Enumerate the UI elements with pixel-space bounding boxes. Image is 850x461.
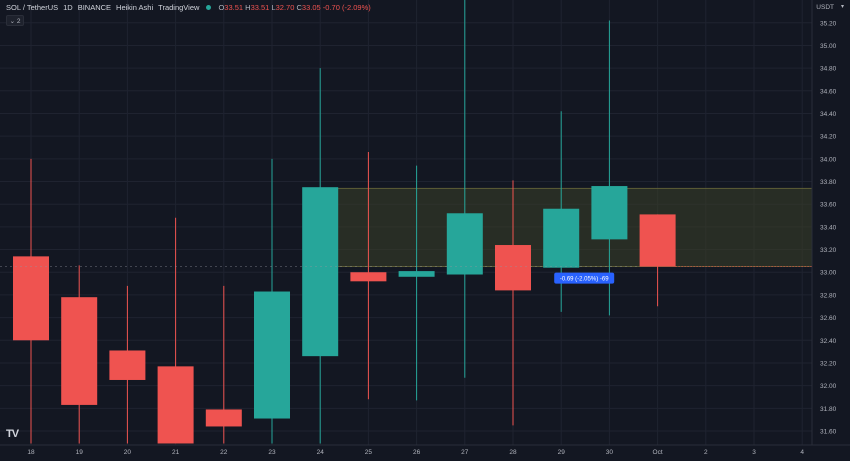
candle-body: [543, 208, 580, 268]
candle-body: [61, 297, 98, 405]
y-tick-label: 34.60: [820, 88, 837, 95]
x-tick-label: 28: [509, 449, 517, 456]
candle-20: [109, 285, 146, 444]
y-tick-label: 34.40: [820, 111, 837, 118]
y-tick-label: 32.00: [820, 383, 837, 390]
candle-26: [398, 165, 435, 401]
y-tick-label: 33.40: [820, 224, 837, 231]
close-value: 33.05: [301, 3, 321, 12]
x-tick-label: 25: [365, 449, 373, 456]
y-tick-label: 34.20: [820, 134, 837, 141]
open-value: 33.51: [224, 3, 244, 12]
tradingview-logo[interactable]: TV: [6, 428, 19, 440]
price-axis[interactable]: 31.60 31.80 32.00 32.20 32.40 32.60 32.80 33.00…: [811, 0, 850, 461]
price-axis-bg: [812, 0, 850, 461]
y-tick-label: 33.20: [820, 247, 837, 254]
candle-body: [350, 272, 387, 282]
candle-body: [446, 213, 483, 275]
y-tick-label: 33.00: [820, 270, 837, 277]
candle-body: [205, 409, 242, 427]
y-tick-label: 35.00: [820, 43, 837, 50]
chevron-down-icon[interactable]: ▾: [840, 4, 844, 10]
x-tick-label: Oct: [653, 449, 663, 456]
candles-layer: [13, 0, 676, 444]
change-value: -0.70 (-2.09%): [322, 3, 371, 12]
candle-body: [109, 350, 146, 380]
y-tick-label: 34.80: [820, 66, 837, 73]
x-tick-label: 23: [268, 449, 276, 456]
interval-label[interactable]: 1D: [63, 3, 73, 12]
ohlc-values: O33.51 H33.51 L32.70 C33.05 -0.70 (-2.09…: [218, 3, 371, 12]
candle-19: [61, 265, 98, 444]
candle-body: [639, 214, 676, 267]
candle-21: [157, 217, 194, 444]
y-tick-label: 33.80: [820, 179, 837, 186]
candle-29: [543, 111, 580, 312]
y-tick-label: 31.80: [820, 406, 837, 413]
candle-body: [13, 256, 49, 341]
x-tick-label: 18: [27, 449, 35, 456]
x-tick-label: 30: [606, 449, 614, 456]
candle-18: [13, 158, 49, 444]
x-tick-label: 29: [558, 449, 566, 456]
candle-body: [591, 186, 628, 240]
x-tick-label: 19: [76, 449, 84, 456]
y-tick-label: 32.60: [820, 315, 837, 322]
x-tick-label: 2: [704, 449, 708, 456]
y-tick-label: 32.20: [820, 360, 837, 367]
candle-body: [495, 245, 531, 291]
price-scale-currency[interactable]: USDT: [816, 4, 834, 11]
x-tick-label: 4: [800, 449, 804, 456]
platform-label: TradingView: [158, 3, 200, 12]
candle-body: [254, 291, 290, 419]
x-tick-label: 27: [461, 449, 469, 456]
candle-22: [205, 285, 242, 444]
candle-25: [350, 152, 387, 400]
indicators-toggle-button[interactable]: ⌄ 2: [6, 15, 24, 26]
y-tick-label: 32.80: [820, 292, 837, 299]
y-tick-label: 33.60: [820, 202, 837, 209]
x-tick-label: 20: [124, 449, 132, 456]
time-axis[interactable]: 18 19 20 21 22 23 24 25 26 27 28 29 30 Oct 2 3 4: [0, 444, 850, 456]
candle-body: [302, 187, 339, 357]
candle-27: [446, 0, 483, 378]
y-tick-label: 31.60: [820, 429, 837, 436]
x-tick-label: 26: [413, 449, 421, 456]
candle-Oct: [639, 214, 676, 307]
exchange-label: BINANCE: [77, 3, 112, 12]
y-tick-label: 34.00: [820, 156, 837, 163]
chart-legend: SOL / TetherUS 1D BINANCE Heikin Ashi Tr…: [6, 3, 371, 12]
market-status-icon: [206, 5, 212, 10]
high-value: 33.51: [250, 3, 270, 12]
x-tick-label: 24: [317, 449, 325, 456]
candle-23: [254, 158, 290, 444]
candle-28: [495, 180, 531, 426]
y-tick-label: 32.40: [820, 338, 837, 345]
y-tick-label: 35.20: [820, 20, 837, 27]
candle-30: [591, 20, 628, 316]
x-tick-label: 3: [752, 449, 756, 456]
low-value: 32.70: [275, 3, 295, 12]
candle-24: [302, 68, 339, 444]
candle-body: [398, 271, 435, 277]
chart-style-label: Heikin Ashi: [116, 3, 154, 12]
symbol-name[interactable]: SOL / TetherUS: [6, 3, 59, 12]
x-tick-label: 22: [220, 449, 228, 456]
x-tick-label: 21: [172, 449, 180, 456]
candle-body: [157, 366, 194, 444]
measure-tooltip: [554, 272, 615, 284]
measure-tooltip-text: -0.69 (-2.05%) -69: [560, 277, 609, 283]
